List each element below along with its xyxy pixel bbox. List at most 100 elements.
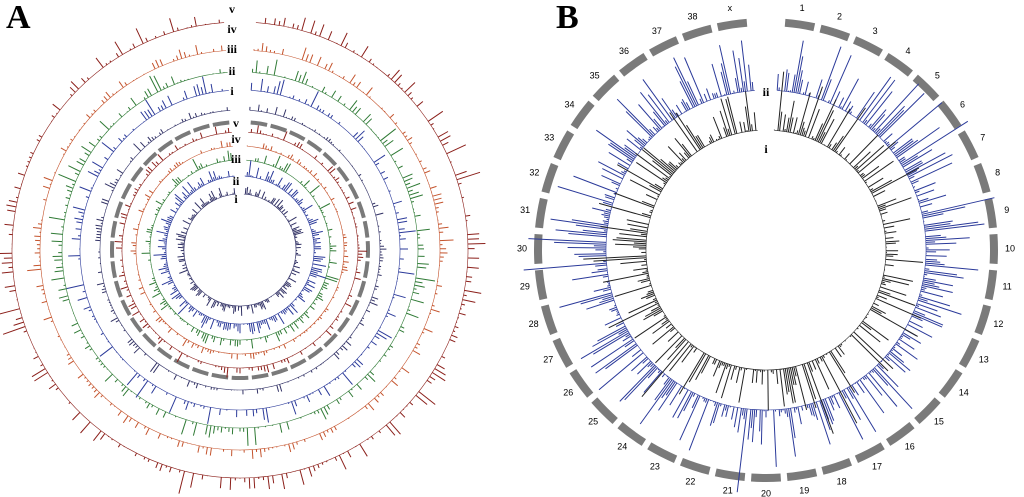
chromosome-arc — [142, 151, 158, 167]
chromosome-label: 30 — [517, 243, 527, 253]
chromosome-label: 26 — [563, 387, 573, 397]
inner-track — [175, 186, 304, 316]
chromosome-arc — [535, 197, 548, 229]
chromosome-arc — [973, 163, 991, 194]
chromosome-arc — [716, 18, 748, 32]
track-baseline — [165, 175, 315, 325]
chromosome-arc — [306, 139, 323, 153]
outer-track — [66, 76, 416, 424]
chromosome-label: 15 — [934, 417, 944, 427]
track-baseline — [121, 131, 359, 369]
ring-label: iv — [231, 132, 240, 146]
chromosome-label: 13 — [979, 354, 989, 364]
chromosome-label: 12 — [993, 319, 1003, 329]
track-baseline — [605, 90, 927, 411]
ring-label: i — [234, 192, 238, 206]
chromosome-label: 5 — [935, 71, 940, 81]
chromosome-arc — [938, 369, 963, 398]
chromosome-label: 14 — [959, 387, 969, 397]
chromosome-arc — [289, 358, 307, 370]
track-baseline — [79, 90, 401, 411]
track-baseline — [645, 129, 887, 371]
track-baseline — [149, 159, 331, 341]
ring-label: v — [233, 116, 239, 130]
chromosome-arc — [271, 367, 289, 376]
chromosome-arc — [984, 197, 997, 229]
ring-label: iv — [227, 22, 236, 36]
chromosome-label: x — [728, 3, 733, 13]
chromosome-arc — [356, 201, 366, 219]
chromosome-label: 27 — [543, 354, 553, 364]
chromosome-label: 31 — [520, 205, 530, 215]
chromosome-arc — [974, 304, 992, 336]
chromosome-arc — [357, 280, 367, 298]
ring-label: ii — [763, 85, 770, 99]
chromosome-arc — [307, 346, 324, 360]
chromosome-label: 34 — [564, 100, 574, 110]
chromosome-arc — [251, 372, 269, 380]
chromosome-arc — [819, 24, 851, 42]
chromosome-arc — [570, 100, 595, 130]
outer-track — [27, 42, 454, 459]
track-baseline — [183, 193, 297, 307]
chromosome-arc — [884, 52, 913, 77]
ring-label: ii — [233, 174, 240, 188]
chromosome-arc — [120, 182, 133, 200]
chromosome-arc — [250, 120, 268, 127]
chromosome-label: 9 — [1004, 205, 1009, 215]
chromosome-arc — [937, 100, 962, 130]
chromosome-arc — [569, 369, 594, 398]
chromosome-arc — [110, 261, 117, 279]
chromosome-arc — [786, 468, 818, 482]
chromosome-arc — [337, 317, 351, 333]
track-baseline — [61, 72, 419, 429]
chromosome-label: 2 — [837, 12, 842, 22]
chromosome-label: 11 — [1002, 282, 1011, 292]
ring-label: v — [229, 2, 235, 16]
chromosome-arc — [142, 332, 157, 348]
chromosome-arc — [130, 166, 144, 183]
chromosome-arc — [552, 337, 574, 368]
chromosome-label: 36 — [619, 46, 629, 56]
chromosome-arc — [957, 130, 979, 161]
chromosome-arc — [348, 299, 360, 317]
chromosome-label: 17 — [872, 462, 882, 472]
ring-label: iii — [227, 42, 238, 56]
panel-label: A — [6, 0, 31, 36]
chromosome-arc — [114, 201, 124, 219]
chromosome-arc — [323, 332, 338, 348]
chromosome-arc — [534, 233, 543, 264]
chromosome-label: 1 — [800, 3, 805, 13]
chromosome-label: 3 — [873, 26, 878, 36]
chromosome-label: 25 — [588, 417, 598, 427]
chromosome-label: 19 — [799, 485, 809, 495]
chromosome-arc — [270, 123, 288, 133]
ring-label: iii — [231, 152, 242, 166]
chromosome-arc — [989, 233, 998, 264]
chromosome-label: 35 — [590, 71, 600, 81]
chromosome-arc — [174, 130, 192, 142]
chromosome-arc — [649, 36, 680, 57]
chromosome-arc — [679, 458, 711, 475]
chromosome-label: 37 — [652, 26, 662, 36]
chromosome-arc — [192, 123, 210, 133]
chromosome-label: 32 — [529, 168, 539, 178]
chromosome-arc — [540, 304, 558, 336]
chromosome-arc — [714, 468, 746, 482]
chromosome-arc — [157, 139, 174, 153]
chromosome-arc — [914, 397, 941, 424]
chromosome-arc — [592, 74, 620, 102]
chromosome-arc — [120, 299, 132, 317]
outer-track — [0, 16, 486, 494]
chromosome-arc — [681, 24, 713, 42]
track-baseline — [39, 50, 441, 451]
ring-label: ii — [229, 64, 236, 78]
chromosome-arc — [553, 130, 575, 161]
chromosome-arc — [347, 182, 360, 200]
chromosome-arc — [288, 130, 306, 142]
chromosome-arc — [958, 337, 980, 368]
chromosome-arc — [647, 442, 678, 463]
chromosome-label: 38 — [687, 12, 697, 22]
chromosome-arc — [821, 458, 853, 475]
chromosome-label: 8 — [995, 168, 1000, 178]
